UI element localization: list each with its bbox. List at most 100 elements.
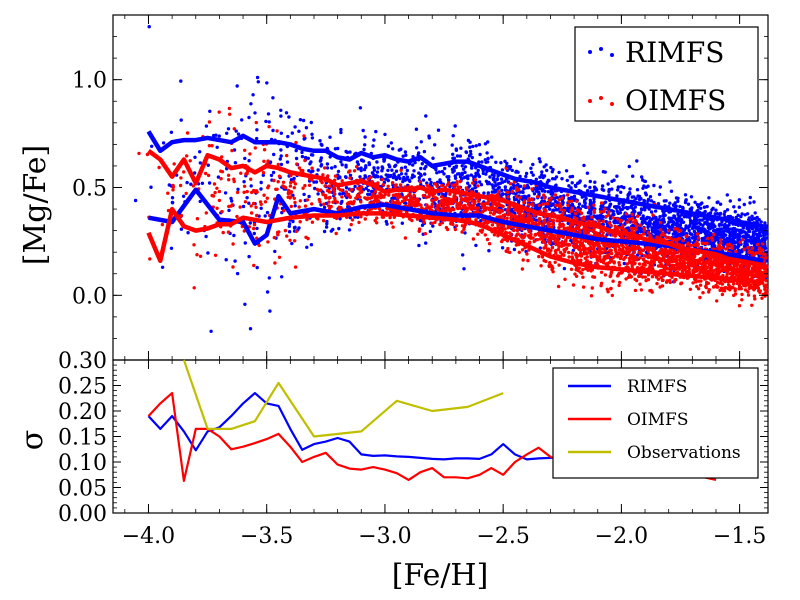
scatter-point-rimfs	[372, 166, 376, 170]
scatter-point-rimfs	[699, 206, 703, 210]
scatter-point-rimfs	[499, 177, 504, 181]
scatter-point-rimfs	[279, 114, 283, 118]
scatter-point-rimfs	[240, 118, 244, 122]
scatter-point-oimfs	[303, 158, 307, 163]
scatter-point-rimfs	[557, 170, 561, 175]
scatter-point-rimfs	[333, 147, 338, 151]
scatter-point-oimfs	[622, 227, 626, 232]
scatter-point-rimfs	[716, 229, 721, 234]
scatter-point-oimfs	[521, 258, 525, 262]
scatter-point-rimfs	[447, 178, 451, 182]
scatter-point-rimfs	[436, 128, 441, 132]
scatter-point-rimfs	[661, 227, 665, 232]
scatter-point-rimfs	[206, 251, 210, 255]
scatter-point-oimfs	[226, 173, 231, 177]
scatter-point-oimfs	[514, 186, 519, 190]
scatter-point-oimfs	[354, 196, 358, 200]
scatter-point-oimfs	[715, 299, 719, 303]
scatter-point-oimfs	[348, 176, 352, 180]
scatter-point-rimfs	[204, 124, 209, 128]
scatter-point-oimfs	[245, 189, 249, 194]
scatter-point-rimfs	[669, 220, 673, 224]
scatter-point-rimfs	[722, 212, 726, 216]
scatter-point-oimfs	[288, 184, 293, 188]
scatter-point-rimfs	[736, 213, 740, 217]
scatter-point-oimfs	[427, 185, 431, 189]
scatter-point-oimfs	[686, 241, 690, 245]
scatter-point-rimfs	[469, 152, 473, 156]
scatter-point-rimfs	[293, 225, 297, 229]
scatter-point-oimfs	[228, 112, 232, 117]
scatter-point-oimfs	[592, 210, 597, 215]
scatter-point-rimfs	[247, 159, 251, 163]
scatter-point-oimfs	[698, 266, 702, 270]
scatter-point-rimfs	[493, 180, 497, 184]
scatter-point-oimfs	[585, 255, 589, 259]
scatter-point-rimfs	[495, 177, 499, 182]
scatter-point-rimfs	[420, 162, 424, 166]
scatter-point-rimfs	[684, 238, 688, 243]
scatter-point-rimfs	[744, 240, 748, 244]
scatter-point-rimfs	[709, 224, 713, 229]
scatter-point-rimfs	[391, 147, 395, 151]
scatter-point-rimfs	[383, 132, 387, 137]
scatter-point-rimfs	[542, 174, 547, 178]
scatter-point-oimfs	[198, 254, 203, 258]
scatter-point-rimfs	[677, 219, 682, 223]
scatter-point-oimfs	[548, 261, 552, 265]
scatter-point-oimfs	[252, 223, 257, 227]
scatter-point-rimfs	[630, 195, 634, 199]
scatter-point-rimfs	[527, 194, 531, 198]
scatter-point-rimfs	[407, 178, 411, 182]
scatter-point-oimfs	[623, 252, 628, 256]
scatter-point-oimfs	[421, 193, 426, 198]
scatter-point-oimfs	[611, 255, 615, 260]
scatter-point-rimfs	[565, 178, 569, 183]
scatter-point-rimfs	[133, 198, 138, 203]
scatter-point-rimfs	[682, 228, 687, 232]
scatter-point-oimfs	[185, 131, 190, 135]
scatter-point-rimfs	[721, 235, 725, 240]
scatter-point-oimfs	[557, 198, 561, 202]
scatter-point-rimfs	[265, 81, 269, 85]
scatter-point-rimfs	[729, 237, 734, 241]
scatter-point-oimfs	[266, 159, 270, 163]
scatter-point-rimfs	[520, 190, 525, 194]
scatter-point-rimfs	[224, 258, 228, 262]
scatter-point-oimfs	[535, 238, 539, 242]
scatter-point-oimfs	[576, 253, 580, 258]
scatter-point-rimfs	[567, 184, 571, 188]
scatter-point-rimfs	[264, 119, 268, 124]
scatter-point-oimfs	[359, 185, 364, 189]
scatter-point-rimfs	[642, 218, 647, 222]
scatter-point-oimfs	[550, 245, 554, 250]
scatter-point-rimfs	[243, 241, 247, 245]
scatter-point-rimfs	[386, 178, 390, 183]
scatter-point-rimfs	[723, 233, 728, 237]
scatter-point-oimfs	[373, 196, 378, 201]
scatter-point-oimfs	[752, 294, 757, 298]
scatter-point-oimfs	[430, 198, 434, 203]
scatter-point-oimfs	[553, 193, 558, 197]
scatter-point-rimfs	[635, 159, 639, 163]
scatter-point-oimfs	[704, 267, 708, 271]
scatter-point-oimfs	[435, 184, 439, 188]
scatter-point-rimfs	[477, 174, 482, 179]
scatter-point-oimfs	[332, 189, 337, 193]
scatter-point-rimfs	[417, 171, 421, 175]
scatter-point-oimfs	[235, 190, 240, 195]
scatter-point-oimfs	[475, 210, 480, 214]
scatter-point-oimfs	[191, 184, 195, 188]
scatter-point-rimfs	[398, 176, 402, 181]
scatter-point-rimfs	[585, 171, 590, 175]
scatter-point-rimfs	[433, 202, 437, 206]
scatter-point-rimfs	[325, 219, 329, 224]
scatter-point-rimfs	[428, 229, 432, 234]
scatter-point-oimfs	[226, 230, 231, 234]
scatter-point-rimfs	[713, 229, 717, 233]
scatter-point-oimfs	[626, 275, 631, 279]
scatter-point-rimfs	[671, 203, 676, 207]
scatter-point-rimfs	[588, 210, 592, 214]
scatter-point-rimfs	[293, 125, 297, 129]
scatter-point-oimfs	[696, 236, 701, 240]
